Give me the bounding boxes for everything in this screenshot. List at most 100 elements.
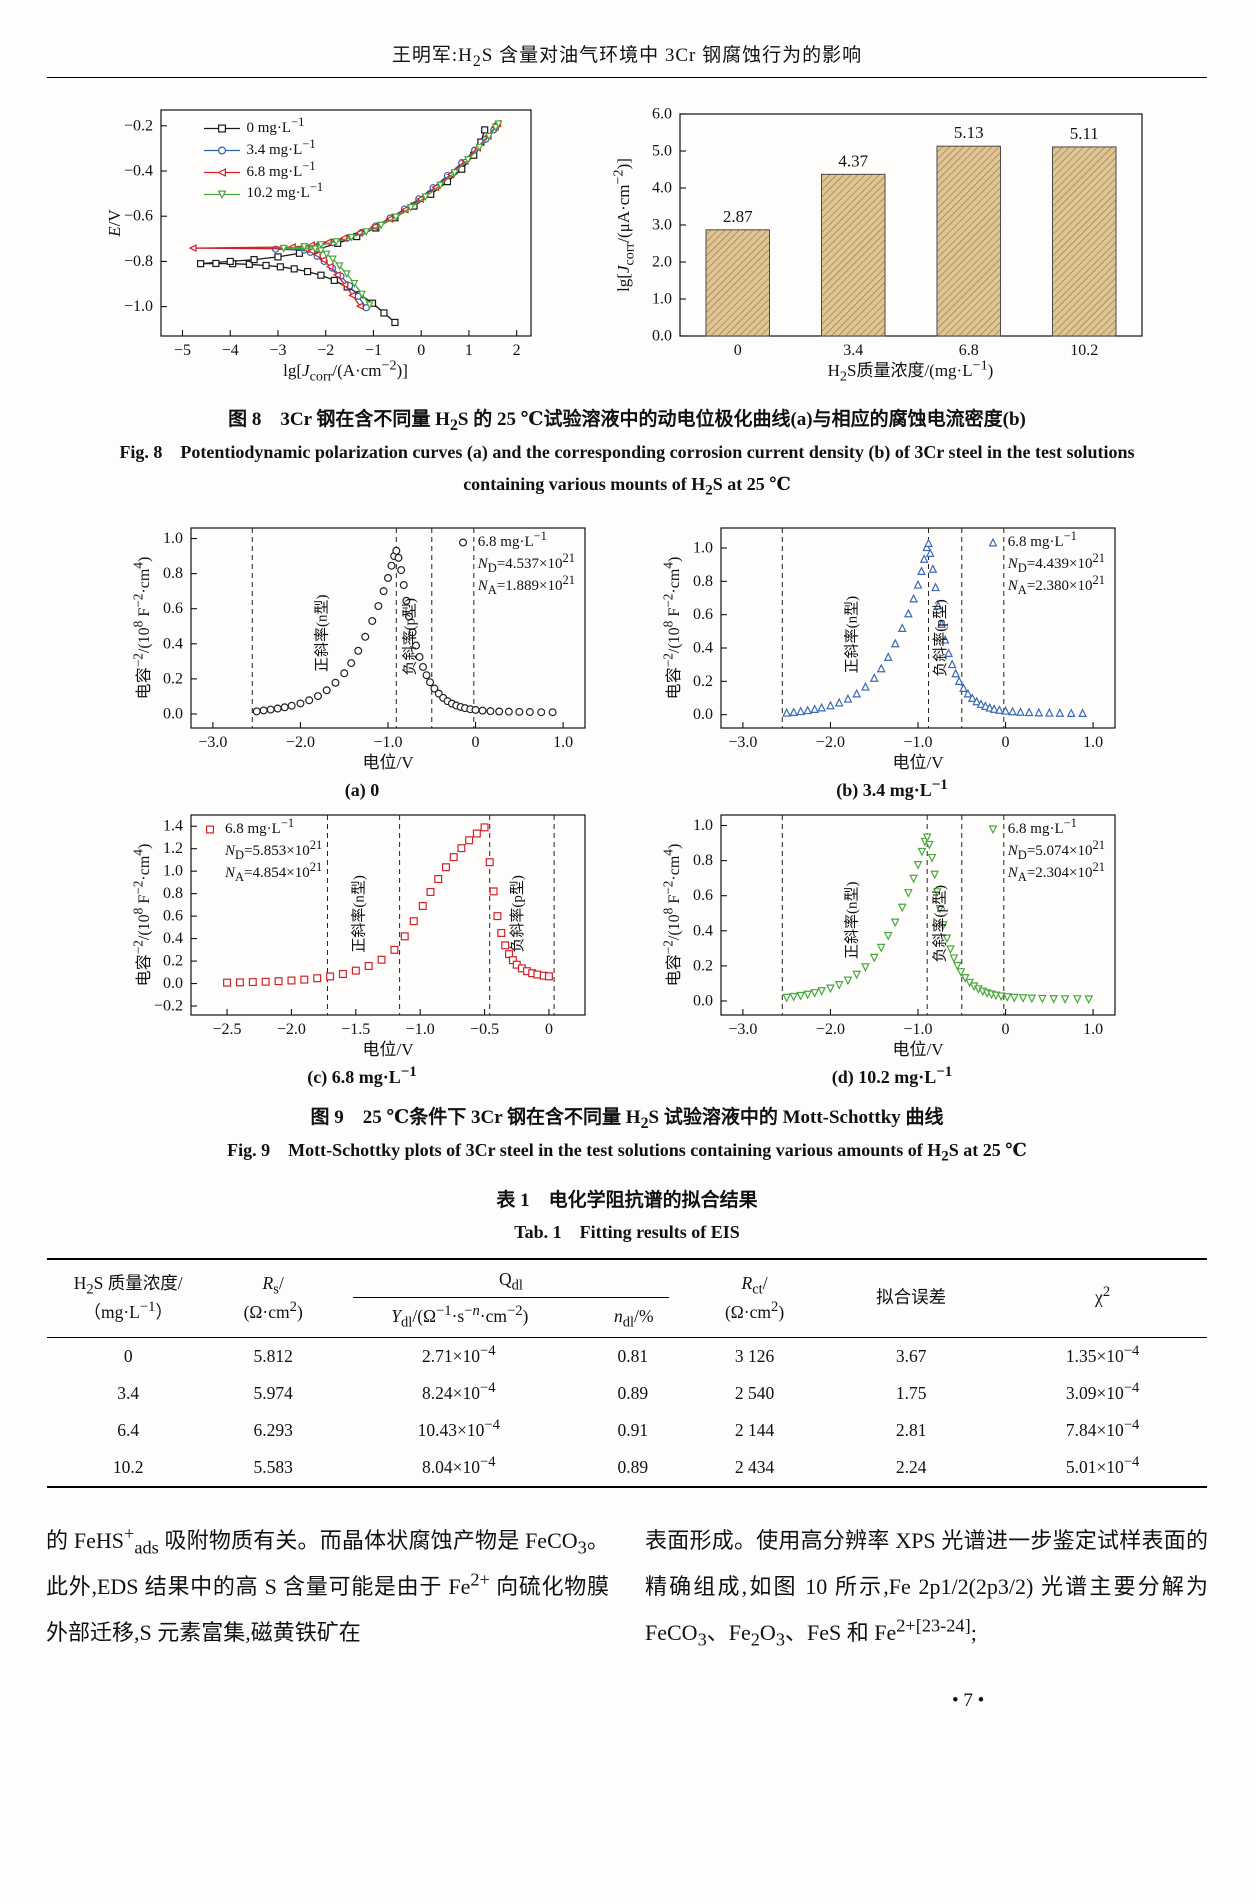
fig8-caption-zh: 图 8 3Cr 钢在含不同量 H2S 的 25 ℃试验溶液中的动电位极化曲线(a… [228, 409, 1026, 434]
svg-text:−2.0: −2.0 [816, 734, 845, 751]
svg-text:−0.5: −0.5 [470, 1021, 499, 1038]
svg-text:1.0: 1.0 [163, 530, 183, 547]
svg-text:0.6: 0.6 [693, 887, 713, 904]
table-cell: 8.04×10−4 [422, 1454, 496, 1477]
svg-text:−1: −1 [364, 342, 381, 359]
svg-text:−0.2: −0.2 [123, 117, 152, 134]
svg-text:0: 0 [417, 342, 425, 359]
fig9a-plot: 0.0 0.2 0.4 0.6 0.8 1.0 −3.0 −2.0 −1.0 0 1.0 正斜率(n型… [163, 527, 586, 751]
svg-text:0.0: 0.0 [652, 328, 672, 345]
table-row: 6.4 6.293 10.43×10−4 0.91 2 144 2.81 7.84×10−4 [47, 1412, 1207, 1449]
fig9a-subcaption: (a) 0 [344, 780, 380, 800]
table-cell: 5.812 [253, 1346, 293, 1366]
x-axis-label: H2S质量浓度/(mg·L−1) [827, 357, 994, 385]
fig8b-corrosion-current-bar-chart: 0.0 1.0 2.0 3.0 4.0 5.0 6.0 0 2.87 3.4 4.37 6.8 5.13… [600, 100, 1160, 390]
svg-text:负斜率(p型): 负斜率(p型) [931, 885, 948, 963]
legend: 6.8 mg·L−1 ND=4.439×1021 NA=2.380×1021 [984, 530, 1105, 597]
fig9-caption-en: Fig. 9 Mott-Schottky plots of 3Cr steel … [227, 1140, 1027, 1165]
x-axis-label: 电位/V [892, 753, 944, 772]
y-axis-label: 电容−2/(108 F−2·cm4) [660, 556, 683, 700]
fig8b-plot: 0.0 1.0 2.0 3.0 4.0 5.0 6.0 0 2.87 3.4 4.37 6.8 5.13… [652, 106, 1143, 359]
svg-text:正斜率(n型): 正斜率(n型) [314, 595, 331, 673]
svg-text:2.0: 2.0 [652, 254, 672, 271]
svg-text:0.0: 0.0 [163, 975, 183, 992]
fig8-caption-en: Fig. 8 Potentiodynamic polarization curv… [119, 442, 1135, 499]
svg-text:0.4: 0.4 [693, 640, 713, 657]
fig9-cell-d: 0.0 0.2 0.4 0.6 0.8 1.0 −3.0 −2.0 −1.0 0 1.0 正斜率(n型… [657, 807, 1127, 1088]
svg-text:0.2: 0.2 [693, 673, 713, 690]
svg-text:−2.5: −2.5 [213, 1021, 242, 1038]
svg-text:−1.5: −1.5 [341, 1021, 370, 1038]
svg-text:1.0: 1.0 [1083, 734, 1103, 751]
table1-title-en: Tab. 1 Fitting results of EIS [514, 1221, 740, 1242]
table-row: 0 5.812 2.71×10−4 0.81 3 126 3.67 1.35×10−4 [47, 1338, 1207, 1376]
table-cell: 2.71×10−4 [422, 1343, 496, 1366]
svg-text:−1.0: −1.0 [123, 298, 152, 315]
table-cell: 0 [123, 1346, 133, 1366]
svg-text:1.0: 1.0 [1083, 1021, 1103, 1038]
fig9-cell-c: −0.2 0.0 0.2 0.4 0.6 0.8 1.0 1.2 1.4 −2.5 −2.0 −1.5… [127, 807, 597, 1088]
table-cell: 8.24×10−4 [422, 1380, 496, 1403]
svg-text:5.11: 5.11 [1069, 124, 1098, 143]
svg-text:0.0: 0.0 [693, 706, 713, 723]
table-header-row: H2S 质量浓度/（mg·L−1） Rs/(Ω·cm2) Qdl Ydl/(Ω−… [47, 1258, 1207, 1338]
running-header: 王明军:H2S 含量对油气环境中 3Cr 钢腐蚀行为的影响 [391, 45, 863, 70]
svg-text:−2.0: −2.0 [286, 734, 315, 751]
svg-text:−4: −4 [221, 342, 238, 359]
table-cell: 2 434 [734, 1457, 775, 1477]
svg-text:2.87: 2.87 [722, 207, 752, 226]
fig9d-subcaption: (d) 10.2 mg·L−1 [831, 1064, 953, 1088]
legend: 6.8 mg·L−1 ND=5.074×1021 NA=2.304×1021 [984, 817, 1105, 884]
table-body: 0 5.812 2.71×10−4 0.81 3 126 3.67 1.35×10−4 3.4… [47, 1338, 1207, 1488]
svg-text:2: 2 [512, 342, 520, 359]
figure-9: 0.0 0.2 0.4 0.6 0.8 1.0 −3.0 −2.0 −1.0 0 1.0 正斜率(n型… [0, 520, 1254, 1088]
svg-text:−1.0: −1.0 [903, 1021, 932, 1038]
svg-text:1.4: 1.4 [163, 818, 183, 835]
table-cell: 0.81 [617, 1346, 649, 1366]
svg-text:正斜率(n型): 正斜率(n型) [351, 875, 368, 953]
svg-text:0.6: 0.6 [693, 606, 713, 623]
table1-eis: H2S 质量浓度/（mg·L−1） Rs/(Ω·cm2) Qdl Ydl/(Ω−… [47, 1257, 1207, 1488]
col-header-ndl: ndl/% [614, 1306, 654, 1331]
svg-text:0.8: 0.8 [693, 573, 713, 590]
table-row: 3.4 5.974 8.24×10−4 0.89 2 540 1.75 3.09×10−4 [47, 1375, 1207, 1412]
svg-text:4.37: 4.37 [838, 151, 868, 170]
svg-text:0.6: 0.6 [163, 600, 183, 617]
table-cell: 6.4 [117, 1420, 140, 1440]
table-cell: 10.43×10−4 [417, 1417, 500, 1440]
table-cell: 7.84×10−4 [1065, 1417, 1140, 1440]
table1-title-zh: 表 1 电化学阻抗谱的拟合结果 [496, 1189, 758, 1211]
table-cell: 2.24 [895, 1457, 927, 1477]
page-number: • 7 • [952, 1690, 985, 1711]
svg-text:5.13: 5.13 [953, 123, 983, 142]
col-header-qdl-group: Qdl Ydl/(Ω−1·s−n·cm−2) ndl/% [336, 1258, 685, 1338]
svg-text:1.2: 1.2 [163, 840, 183, 857]
svg-text:0.2: 0.2 [163, 670, 183, 687]
svg-text:−2.0: −2.0 [277, 1021, 306, 1038]
table-cell: 1.35×10−4 [1065, 1343, 1140, 1366]
header-rule [47, 77, 1207, 78]
y-axis-label: 电容−2/(108 F−2·cm4) [130, 843, 153, 987]
svg-text:0.8: 0.8 [163, 565, 183, 582]
svg-text:−1.0: −1.0 [373, 734, 402, 751]
table-cell: 5.583 [253, 1457, 293, 1477]
svg-text:0: 0 [472, 734, 480, 751]
table-cell: 2 144 [734, 1420, 775, 1440]
svg-text:−0.8: −0.8 [123, 253, 152, 270]
legend: 0 mg·L−1 3.4 mg·L−1 6.8 mg·L−1 10.2 mg·L−1 [203, 116, 323, 205]
svg-text:0.4: 0.4 [693, 922, 713, 939]
svg-text:−0.4: −0.4 [123, 163, 152, 180]
table-cell: 2.81 [895, 1420, 927, 1440]
table-cell: 0.89 [617, 1383, 649, 1403]
table-cell: 5.01×10−4 [1065, 1454, 1140, 1477]
fig8a-plot: −1.0 −0.8 −0.6 −0.4 −0.2 −5 −4 −3 −2 −1 0 1 2 [123, 109, 532, 359]
y-axis-label: lg[Jcorr/(μA·cm−2)] [609, 158, 637, 292]
col-header-fitting-error: 拟合误差 [824, 1258, 999, 1338]
svg-text:−3.0: −3.0 [728, 734, 757, 751]
fig9c-subcaption: (c) 6.8 mg·L−1 [307, 1064, 417, 1088]
svg-text:负斜率(p型): 负斜率(p型) [509, 875, 526, 953]
svg-text:0: 0 [733, 342, 741, 359]
x-axis-label: 电位/V [892, 1040, 944, 1059]
fig9d-mott-schottky-chart: 0.0 0.2 0.4 0.6 0.8 1.0 −3.0 −2.0 −1.0 0 1.0 正斜率(n型… [657, 807, 1127, 1065]
